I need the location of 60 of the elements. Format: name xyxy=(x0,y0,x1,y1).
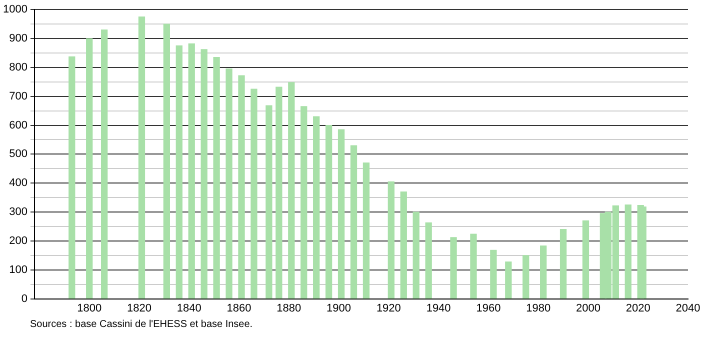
y-tick-label: 300 xyxy=(9,206,28,218)
y-tick-label: 400 xyxy=(9,177,28,190)
x-tick-label: 2040 xyxy=(676,302,700,314)
x-tick-label: 1960 xyxy=(476,302,501,314)
y-tick-label: 600 xyxy=(9,119,28,132)
bar xyxy=(163,24,170,299)
y-tick-label: 100 xyxy=(9,264,28,276)
source-note: Sources : base Cassini de l'EHESS et base Insee. xyxy=(30,318,254,332)
bar xyxy=(86,38,93,299)
bar xyxy=(68,56,76,299)
bar xyxy=(226,68,232,299)
y-tick-label: 500 xyxy=(9,148,28,160)
bar xyxy=(100,30,108,299)
bar xyxy=(338,129,345,299)
bar xyxy=(188,43,195,299)
x-tick-label: 1900 xyxy=(326,302,352,314)
bar xyxy=(560,229,567,299)
bar xyxy=(624,204,632,299)
bar xyxy=(582,220,590,299)
bar xyxy=(213,56,220,299)
bar xyxy=(388,181,394,299)
y-tick-label: 1000 xyxy=(2,4,28,16)
x-tick-label: 2020 xyxy=(626,302,650,314)
y-tick-label: 900 xyxy=(9,32,28,45)
x-tick-label: 1920 xyxy=(376,302,401,314)
bar xyxy=(640,206,646,299)
bar xyxy=(470,234,477,299)
x-tick-label: 1860 xyxy=(226,302,252,314)
bar xyxy=(288,82,295,299)
bar xyxy=(138,16,146,299)
bar xyxy=(425,222,432,299)
x-tick-label: 1980 xyxy=(526,302,551,314)
bar xyxy=(540,246,547,299)
y-tick-label: 800 xyxy=(9,61,28,74)
y-tick-label: 0 xyxy=(21,292,28,305)
bar xyxy=(505,261,512,299)
x-tick-label: 1820 xyxy=(126,302,152,314)
bar xyxy=(522,255,530,299)
bar xyxy=(313,116,320,299)
bar xyxy=(266,105,272,299)
bar xyxy=(350,145,358,299)
bar xyxy=(490,250,497,299)
y-tick-label: 700 xyxy=(9,90,28,102)
bar xyxy=(450,237,457,299)
x-tick-label: 1800 xyxy=(77,302,102,314)
bar xyxy=(400,191,407,299)
bar xyxy=(276,86,282,299)
bar xyxy=(362,162,370,299)
x-tick-label: 1840 xyxy=(176,302,202,314)
x-tick-label: 1880 xyxy=(276,302,302,314)
bar xyxy=(412,212,420,299)
bar xyxy=(238,75,245,299)
bar xyxy=(300,106,308,299)
x-tick-label: 2000 xyxy=(576,302,600,314)
y-tick-label: 200 xyxy=(9,234,28,247)
bar xyxy=(176,45,182,299)
bar xyxy=(325,124,332,299)
bar xyxy=(200,49,208,299)
bar xyxy=(250,88,258,299)
x-tick-label: 1940 xyxy=(426,302,451,314)
